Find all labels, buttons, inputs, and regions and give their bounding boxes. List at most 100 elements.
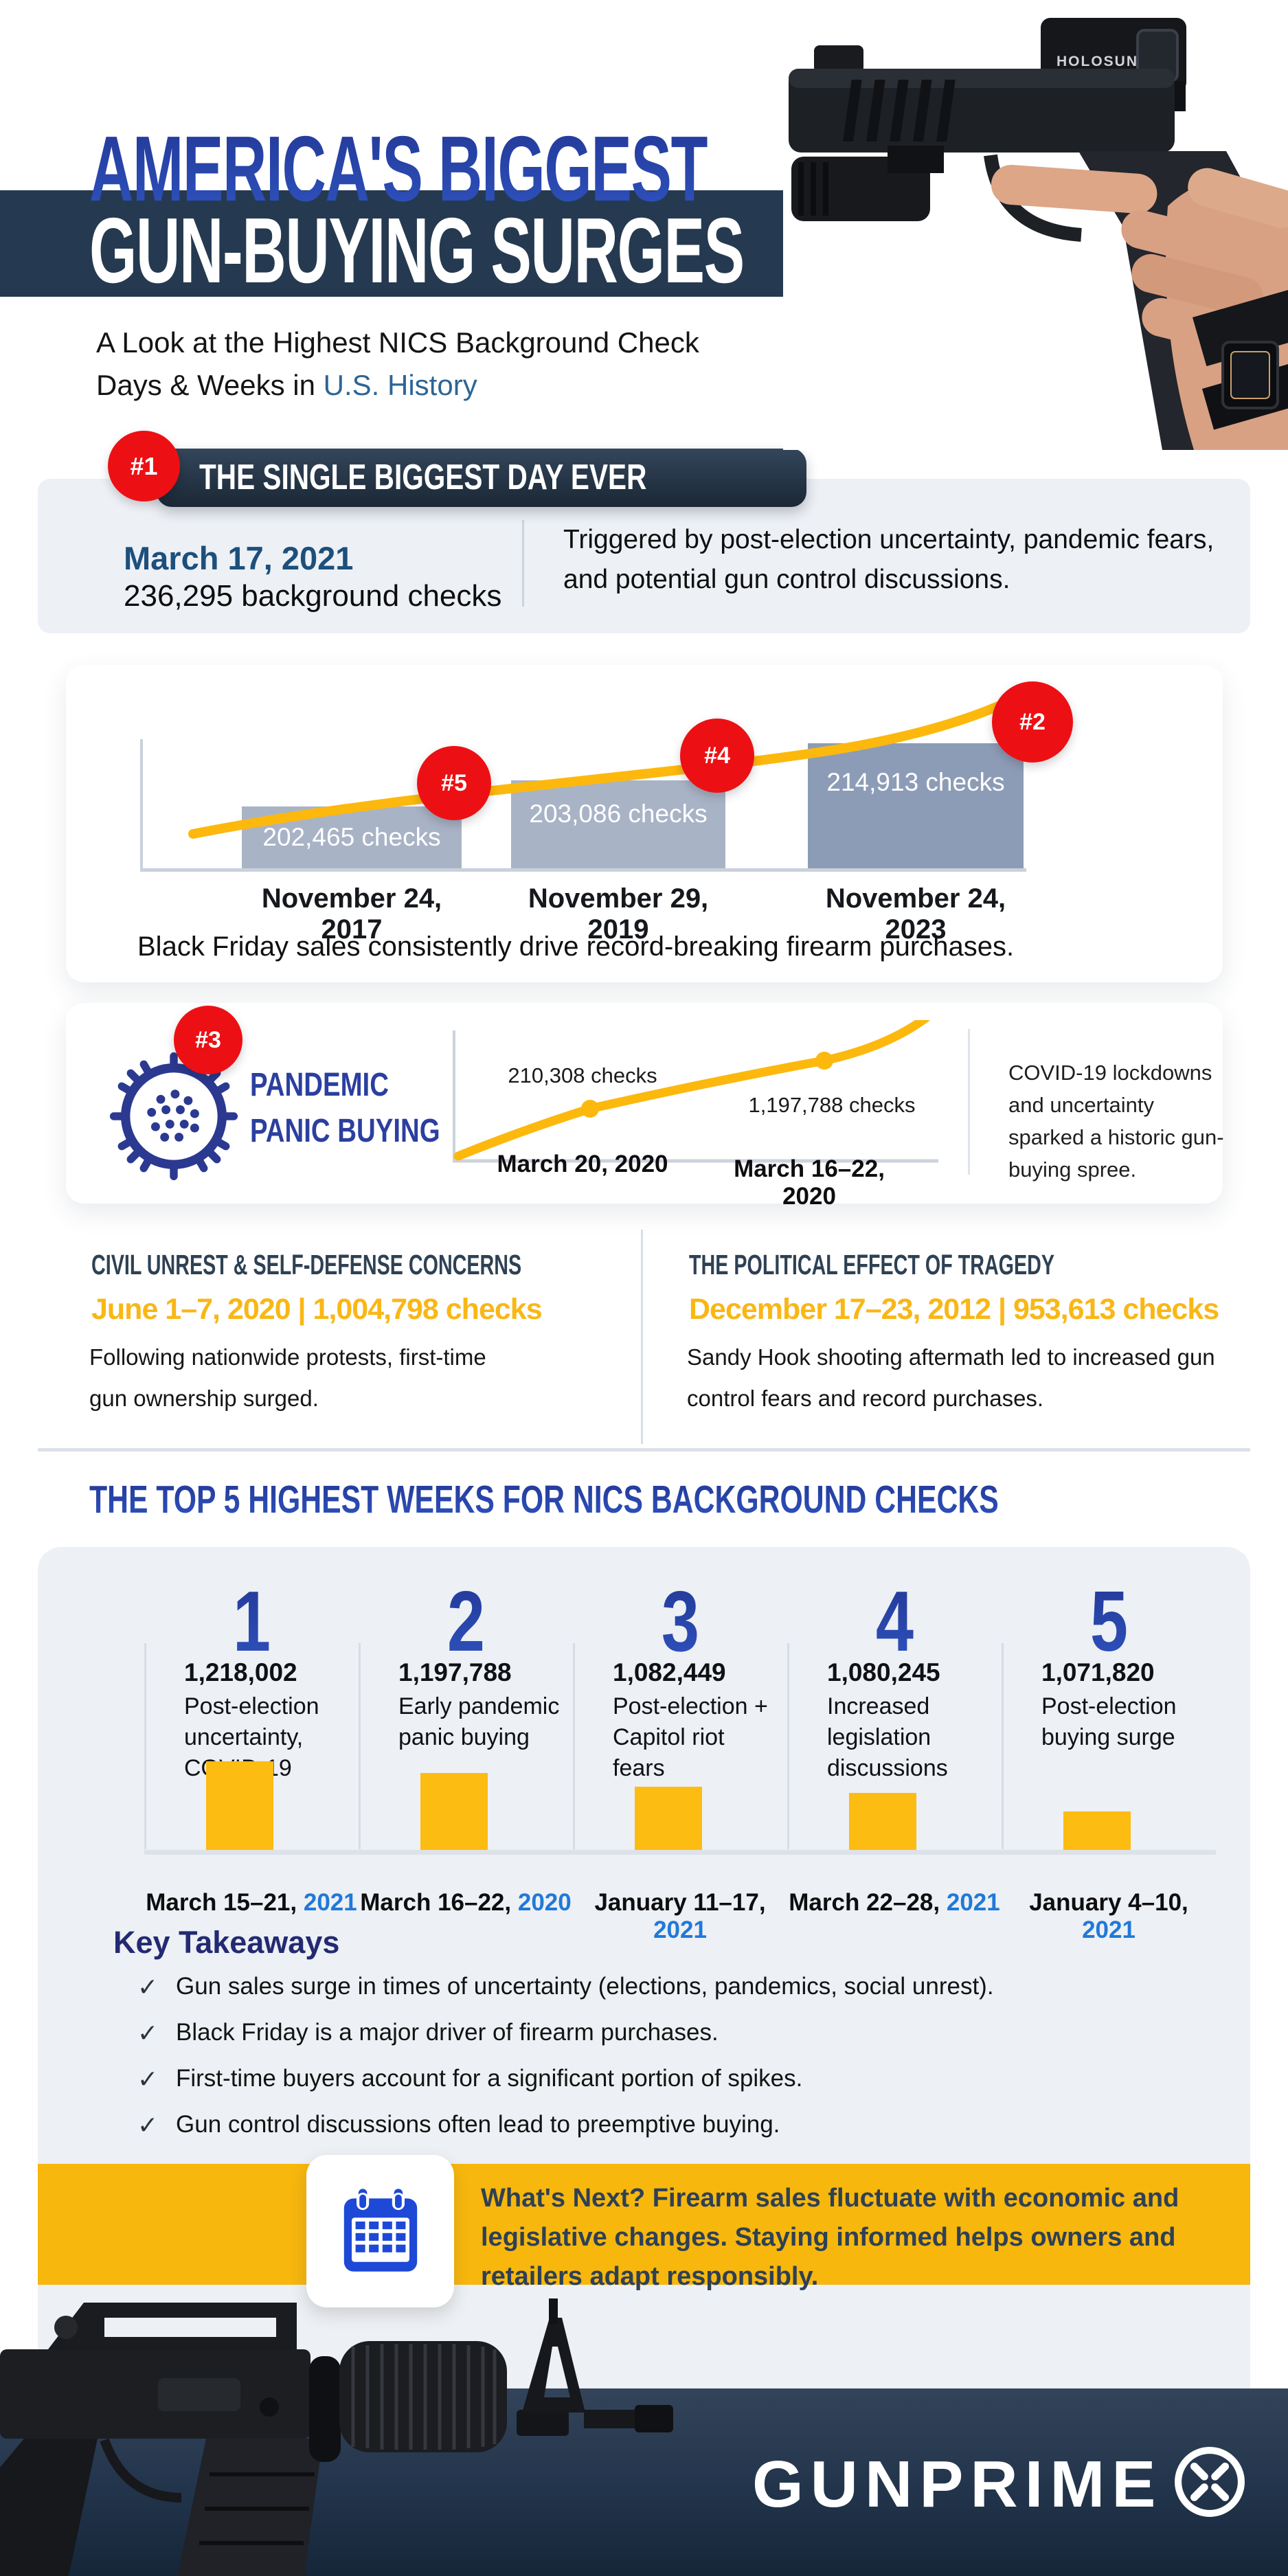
check-icon: ✓ — [137, 2065, 159, 2093]
top5-col-divider — [573, 1643, 575, 1849]
biggest-day-date: March 17, 2021 — [124, 540, 354, 576]
brand-circle-x-icon — [1175, 2447, 1245, 2517]
pandemic-point2-label: 1,197,788 checks — [748, 1093, 916, 1117]
event-civil-unrest-description: Following nationwide protests, first-tim… — [89, 1344, 486, 1411]
event-civil-unrest-stat: June 1–7, 2020 | 1,004,798 checks — [91, 1293, 543, 1326]
calendar-tile — [306, 2155, 454, 2307]
top5-bar-3 — [635, 1787, 702, 1850]
event-civil-unrest-heading: CIVIL UNREST & SELF-DEFENSE CONCERNS — [91, 1249, 706, 1281]
pandemic-title: PANDEMIC PANIC BUYING — [250, 1066, 488, 1158]
event-tragedy-description: Sandy Hook shooting aftermath led to inc… — [687, 1344, 1215, 1411]
bar-2019-value-label: 203,086 checks — [529, 800, 708, 828]
top5-date-5: January 4–10, 2021 — [1002, 1889, 1216, 1944]
section-divider — [38, 1448, 1250, 1451]
brand-wordmark: GUNPRIME — [752, 2448, 1163, 2521]
pandemic-point2-date: March 16–22, 2020 — [734, 1155, 885, 1210]
rank-3-badge: #3 — [174, 1006, 242, 1074]
top5-col-divider — [1002, 1643, 1004, 1849]
top5-bar-2 — [420, 1773, 488, 1850]
top5-date-5-text: January 4–10, — [1029, 1889, 1188, 1916]
top5-baseline — [144, 1850, 1216, 1855]
takeaway-text-1: Gun sales surge in times of uncertainty … — [176, 1973, 994, 2000]
top5-card: 1 2 3 4 5 1,218,002 1,197,788 1,082,449 … — [38, 1547, 1250, 2388]
top5-bar-4 — [849, 1793, 916, 1850]
bar-2023-value-label: 214,913 checks — [826, 768, 1005, 796]
bar-2023-date: November 24, 2023 — [825, 883, 1006, 945]
event-tragedy-heading: THE POLITICAL EFFECT OF TRAGEDY — [689, 1249, 1211, 1281]
takeaway-item: ✓ Gun sales surge in times of uncertainty… — [137, 1973, 994, 2002]
event-tragedy-stat: December 17–23, 2012 | 953,613 checks — [689, 1293, 1219, 1326]
check-icon: ✓ — [137, 1973, 159, 2001]
whats-next-text: What's Next? Firearm sales fluctuate wit… — [481, 2184, 1179, 2291]
events-divider — [641, 1230, 643, 1444]
takeaway-item: ✓ Black Friday is a major driver of firea… — [137, 2019, 719, 2048]
pandemic-title-line2: PANIC BUYING — [250, 1113, 440, 1149]
top5-date-2-text: March 16–22, — [360, 1889, 518, 1916]
top5-date-3-text: January 11–17, — [594, 1889, 766, 1916]
top5-date-5-year: 2021 — [1082, 1917, 1136, 1943]
subtitle-line1: A Look at the Highest NICS Background Ch… — [96, 326, 699, 359]
single-biggest-day-header-pill: THE SINGLE BIGGEST DAY EVER — [157, 449, 806, 507]
page-title-line1: AMERICA'S BIGGEST — [89, 115, 1026, 222]
pandemic-line-chart-icon — [453, 1020, 938, 1163]
top5-date-3-year: 2021 — [653, 1917, 707, 1943]
top5-date-1-year: 2021 — [303, 1889, 357, 1916]
top5-rank-4-text: 4 — [875, 1574, 914, 1669]
biggest-day-description: Triggered by post-election uncertainty, … — [563, 525, 1214, 594]
black-friday-card: 202,465 checks 203,086 checks 214,913 ch… — [66, 665, 1223, 982]
rank-1-badge: #1 — [108, 431, 180, 501]
check-icon: ✓ — [137, 2111, 159, 2139]
page-title-line2-text: GUN-BUYING SURGES — [89, 199, 745, 302]
virus-icon — [109, 1052, 238, 1181]
top5-bar-1 — [206, 1761, 273, 1850]
top5-date-1: March 15–21, 2021 — [144, 1889, 359, 1917]
top5-value-2: 1,197,788 — [398, 1658, 512, 1686]
top5-date-4-year: 2021 — [946, 1889, 1000, 1916]
biggest-day-stat: 236,295 background checks — [124, 579, 502, 613]
pandemic-title-line1: PANDEMIC — [250, 1067, 389, 1103]
pistol-photo: HOLOSUN — [783, 0, 1288, 450]
top5-rank-3-text: 3 — [661, 1574, 699, 1669]
top5-reason-3: Post-election + Capitol riot fears — [613, 1693, 768, 1781]
black-friday-caption: Black Friday sales consistently drive re… — [137, 931, 1015, 962]
bar-2017-date: November 24, 2017 — [261, 883, 442, 945]
optic-brand-text: HOLOSUN — [1057, 54, 1138, 69]
top5-col-divider — [144, 1643, 146, 1849]
pandemic-card: #3 PANDEMIC PANIC BUYING 210,308 checks … — [66, 1003, 1224, 1210]
bar-2017-value-label: 202,465 checks — [262, 823, 441, 851]
top5-date-2-year: 2020 — [517, 1889, 572, 1916]
rank-5-badge: #5 — [417, 746, 491, 820]
top5-rank-1: 1 — [144, 1573, 359, 1671]
top5-rank-2: 2 — [359, 1573, 573, 1671]
top5-rank-4: 4 — [787, 1573, 1002, 1671]
top5-col-divider — [359, 1643, 361, 1849]
check-icon: ✓ — [137, 2019, 159, 2047]
rifle-illustration-icon — [0, 2298, 673, 2576]
event-tragedy-heading-text: THE POLITICAL EFFECT OF TRAGEDY — [689, 1249, 1055, 1280]
single-biggest-day-card: March 17, 2021 236,295 background checks… — [38, 479, 1250, 633]
biggest-day-divider — [522, 520, 524, 607]
black-friday-bar-2023: 214,913 checks — [808, 743, 1024, 868]
event-civil-unrest-heading-text: CIVIL UNREST & SELF-DEFENSE CONCERNS — [91, 1249, 522, 1280]
rank-2-badge: #2 — [992, 681, 1073, 762]
top5-reason-5: Post-election buying surge — [1041, 1693, 1177, 1750]
top5-reason-2: Early pandemic panic buying — [398, 1693, 560, 1750]
top5-reason-4: Increased legislation discussions — [827, 1693, 948, 1781]
top5-date-4: March 22–28, 2021 — [787, 1889, 1002, 1917]
top5-value-3: 1,082,449 — [613, 1658, 726, 1686]
top5-title: THE TOP 5 HIGHEST WEEKS FOR NICS BACKGRO… — [89, 1477, 1288, 1522]
top5-bar-5 — [1063, 1811, 1131, 1850]
bar-2019-date: November 29, 2019 — [528, 883, 709, 945]
rank-4-badge: #4 — [680, 719, 754, 793]
slide-serrations — [843, 80, 956, 142]
page-title-line2: GUN-BUYING SURGES — [89, 197, 1081, 304]
top5-date-3: January 11–17, 2021 — [573, 1889, 787, 1944]
subtitle-line2: Days & Weeks in U.S. History — [96, 364, 699, 407]
subtitle-history-link[interactable]: U.S. History — [323, 369, 477, 401]
single-biggest-day-heading: THE SINGLE BIGGEST DAY EVER — [199, 457, 647, 497]
pistol-illustration-icon: HOLOSUN — [789, 18, 1288, 450]
takeaway-item: ✓ First-time buyers account for a signifi… — [137, 2065, 802, 2094]
top5-date-4-text: March 22–28, — [789, 1889, 947, 1916]
takeaways-heading: Key Takeaways — [113, 1925, 340, 1960]
